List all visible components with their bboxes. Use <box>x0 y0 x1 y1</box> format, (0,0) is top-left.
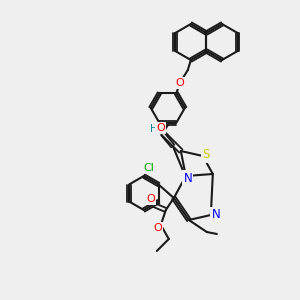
Text: Cl: Cl <box>143 163 154 173</box>
Text: H: H <box>150 124 158 134</box>
Text: S: S <box>202 148 209 161</box>
Text: O: O <box>146 194 155 204</box>
Text: N: N <box>183 172 192 184</box>
Text: O: O <box>156 123 165 133</box>
Text: O: O <box>176 78 184 88</box>
Text: O: O <box>153 223 162 233</box>
Text: N: N <box>212 208 220 221</box>
